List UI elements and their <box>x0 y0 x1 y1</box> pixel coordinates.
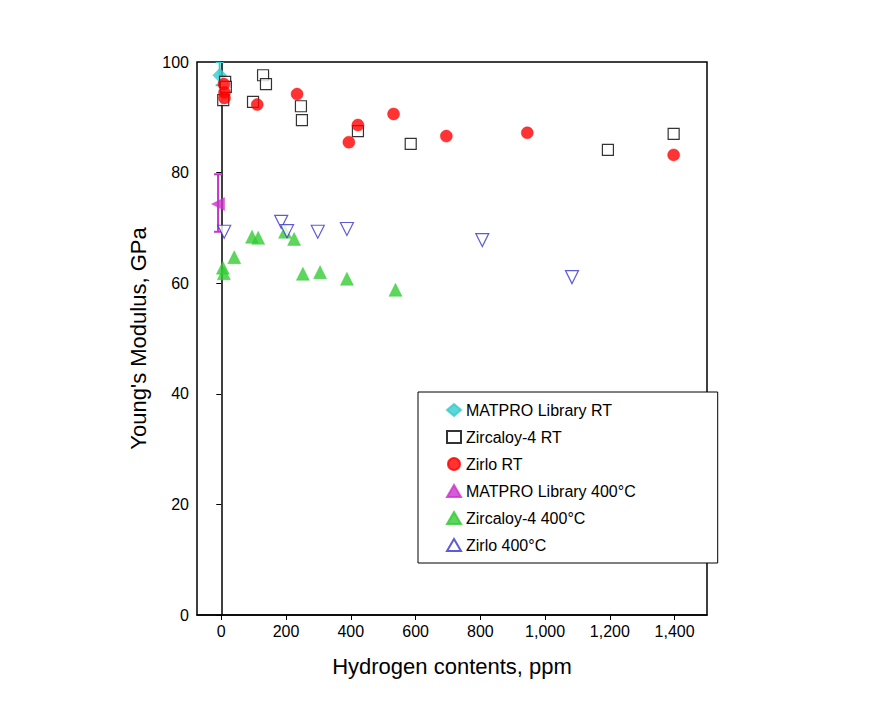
svg-text:40: 40 <box>171 385 189 402</box>
svg-text:Young's Modulus, GPa: Young's Modulus, GPa <box>126 227 151 450</box>
svg-text:1,400: 1,400 <box>655 623 695 640</box>
svg-text:1,200: 1,200 <box>590 623 630 640</box>
svg-text:60: 60 <box>171 275 189 292</box>
svg-text:Zirlo RT: Zirlo RT <box>466 456 523 473</box>
svg-text:600: 600 <box>402 623 429 640</box>
svg-text:MATPRO Library RT: MATPRO Library RT <box>466 402 612 419</box>
svg-text:800: 800 <box>467 623 494 640</box>
svg-text:Zirlo 400°C: Zirlo 400°C <box>466 537 546 554</box>
svg-text:Hydrogen contents, ppm: Hydrogen contents, ppm <box>332 654 572 679</box>
svg-text:400: 400 <box>337 623 364 640</box>
svg-text:0: 0 <box>180 607 189 624</box>
svg-text:Zircaloy-4 RT: Zircaloy-4 RT <box>466 429 562 446</box>
svg-text:Zircaloy-4 400°C: Zircaloy-4 400°C <box>466 510 585 527</box>
svg-text:0: 0 <box>217 623 226 640</box>
svg-text:MATPRO Library 400°C: MATPRO Library 400°C <box>466 483 636 500</box>
svg-text:20: 20 <box>171 496 189 513</box>
svg-text:1,000: 1,000 <box>525 623 565 640</box>
svg-text:100: 100 <box>162 54 189 71</box>
svg-text:200: 200 <box>273 623 300 640</box>
svg-text:80: 80 <box>171 164 189 181</box>
